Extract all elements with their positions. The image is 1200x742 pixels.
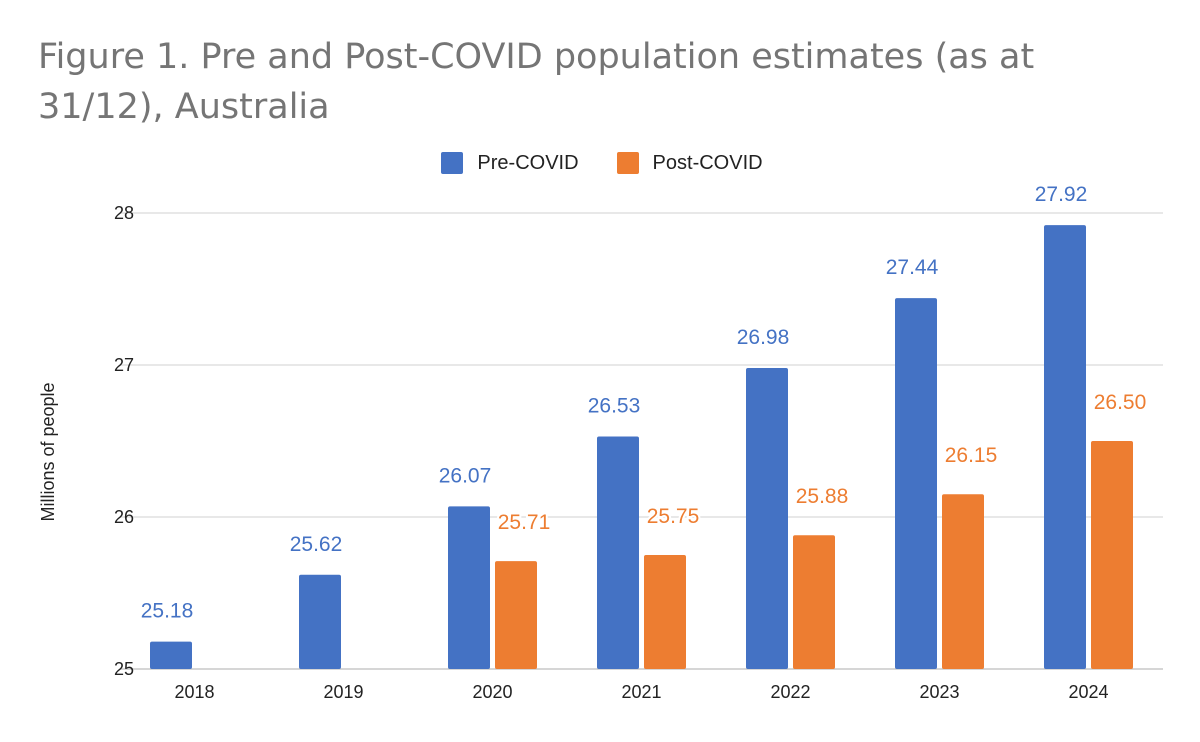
y-axis-title: Millions of people	[38, 382, 58, 521]
bar-pre-covid-2019	[299, 574, 341, 669]
bar-post-covid-2021	[644, 555, 686, 669]
data-label-post-covid-2020: 25.71	[498, 511, 551, 534]
data-label-post-covid-2023: 26.15	[945, 444, 998, 467]
x-tick-label-2019: 2019	[323, 682, 363, 702]
x-tick-label-2020: 2020	[472, 682, 512, 702]
bars	[150, 225, 1133, 669]
y-tick-label-25: 25	[114, 659, 134, 679]
data-labels: 25.18 25.62 26.07 25.71 26.53 25.75 26.98 25.88…	[141, 183, 1149, 623]
legend-item-post-covid: Post-COVID	[616, 151, 763, 175]
legend-swatch-pre-covid	[441, 152, 464, 174]
x-tick-label-2018: 2018	[174, 682, 214, 702]
x-tick-label-2024: 2024	[1068, 682, 1108, 702]
y-tick-label-26: 26	[114, 507, 134, 527]
legend-label-post-covid: Post-COVID	[652, 151, 763, 174]
bar-pre-covid-2020	[448, 506, 490, 669]
x-tick-label-2022: 2022	[770, 682, 810, 702]
data-label-pre-covid-2018: 25.18	[141, 600, 194, 623]
legend-swatch-post-covid	[616, 152, 639, 174]
data-label-post-covid-2022: 25.88	[796, 485, 849, 508]
data-label-post-covid-2024: 26.50	[1094, 391, 1147, 414]
bar-post-covid-2023	[942, 494, 984, 669]
legend-label-pre-covid: Pre-COVID	[477, 151, 579, 174]
bar-post-covid-2020	[495, 561, 537, 669]
y-tick-label-28: 28	[114, 203, 134, 223]
legend-item-pre-covid: Pre-COVID	[441, 151, 579, 175]
bar-pre-covid-2024	[1044, 225, 1086, 669]
data-label-pre-covid-2021: 26.53	[588, 394, 641, 417]
data-label-pre-covid-2020: 26.07	[439, 464, 492, 487]
chart-legend: Pre-COVID Post-COVID	[0, 150, 1200, 176]
x-tick-label-2023: 2023	[919, 682, 959, 702]
gridlines	[120, 212, 1163, 670]
y-axis-ticks: 25 26 27 28	[114, 203, 134, 679]
bar-pre-covid-2021	[597, 436, 639, 669]
data-label-pre-covid-2019: 25.62	[290, 533, 343, 556]
data-label-post-covid-2021: 25.75	[647, 505, 700, 528]
data-label-pre-covid-2022: 26.98	[737, 326, 790, 349]
bar-post-covid-2022	[793, 535, 835, 669]
x-axis-ticks: 2018 2019 2020 2021 2022 2023 2024	[174, 682, 1108, 702]
data-label-pre-covid-2024: 27.92	[1035, 183, 1088, 206]
x-tick-label-2021: 2021	[621, 682, 661, 702]
bar-pre-covid-2018	[150, 641, 192, 669]
bar-pre-covid-2022	[746, 368, 788, 669]
bar-pre-covid-2023	[895, 298, 937, 669]
data-label-pre-covid-2023: 27.44	[886, 256, 939, 279]
chart-title: Figure 1. Pre and Post-COVID population …	[38, 37, 1035, 127]
bar-post-covid-2024	[1091, 441, 1133, 669]
y-tick-label-27: 27	[114, 355, 134, 375]
